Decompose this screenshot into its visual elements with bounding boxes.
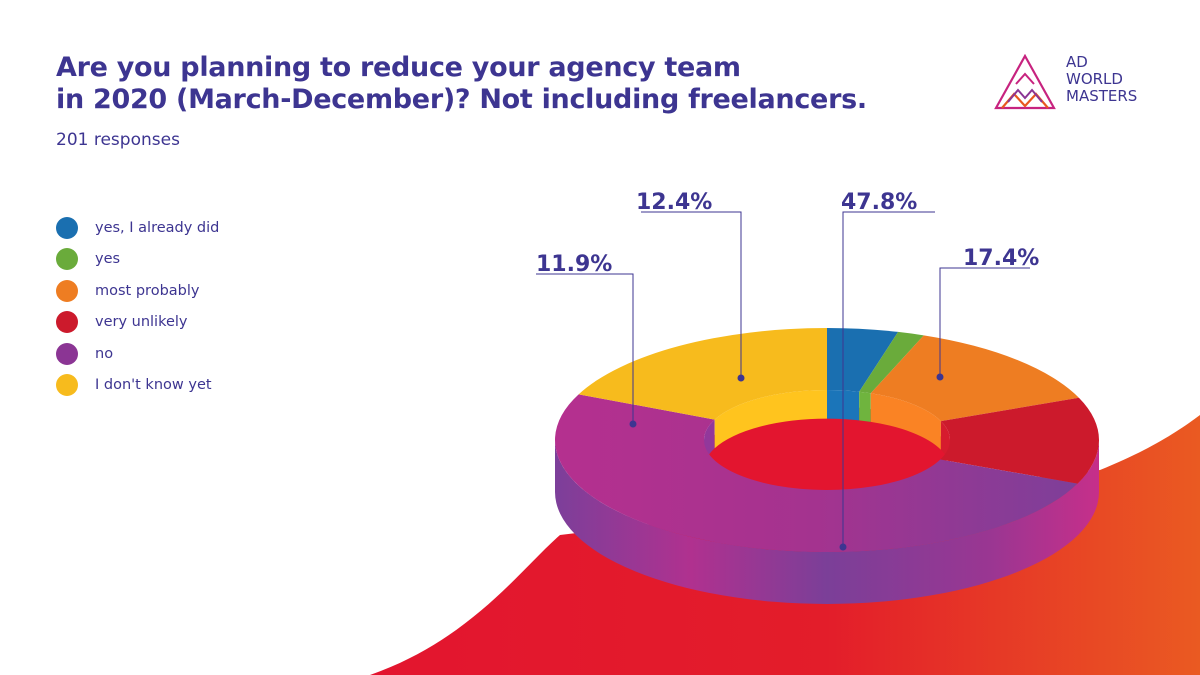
callout-leader	[939, 267, 1030, 377]
callout-most-probably: 12.4%	[636, 190, 745, 382]
legend-swatch	[56, 374, 78, 397]
title-line-1: Are you planning to reduce your agency t…	[56, 52, 741, 83]
legend-label: yes	[95, 251, 121, 268]
data-label-i-don-t-know-yet: 17.4%	[963, 246, 1039, 271]
slice-yes-i-already-did	[827, 328, 899, 392]
donut-inner-wall-yes	[859, 391, 871, 422]
legend-item-i-don-t-know-yet: I don't know yet	[56, 370, 219, 402]
legend-item-yes: yes	[56, 244, 219, 276]
legend-swatch	[56, 279, 78, 302]
callout-dot	[629, 420, 637, 428]
data-label-most-probably: 12.4%	[636, 190, 712, 215]
slice-most-probably	[870, 335, 1079, 422]
legend-item-yes-i-already-did: yes, I already did	[56, 212, 219, 244]
callout-dot	[737, 374, 745, 382]
callout-very-unlikely: 11.9%	[536, 252, 637, 428]
chart-callouts: 12.4% 11.9% 47.8% 17.4%	[536, 190, 1039, 551]
legend-item-most-probably: most probably	[56, 275, 219, 307]
callout-leader	[641, 211, 742, 378]
legend-label: no	[95, 345, 114, 362]
ad-world-masters-logo: AD WORLD MASTERS	[994, 52, 1154, 112]
legend-label: most probably	[95, 282, 200, 299]
legend-swatch	[56, 248, 78, 271]
legend-label: I don't know yet	[95, 377, 212, 394]
response-count: 201 responses	[56, 130, 180, 150]
callout-i-don-t-know-yet: 17.4%	[936, 246, 1039, 381]
legend-swatch	[56, 216, 78, 239]
legend-item-no: no	[56, 338, 219, 370]
chart-legend: yes, I already did yes most probably very u…	[56, 212, 219, 401]
donut-inner-wall-most-probably	[870, 393, 941, 450]
data-label-no: 47.8%	[841, 190, 917, 215]
logo-line-world: WORLD	[1066, 70, 1123, 88]
slice-yes	[859, 331, 924, 394]
slice-i-don-t-know-yet	[578, 328, 827, 420]
callout-leader	[842, 211, 935, 547]
donut-hole	[706, 406, 948, 498]
slice-no	[554, 394, 1078, 553]
donut-inner-wall-i-don-t-know-yet	[714, 390, 827, 449]
legend-label: yes, I already did	[95, 219, 220, 236]
callout-no: 47.8%	[839, 190, 935, 551]
title-line-2: in 2020 (March-December)? Not including …	[56, 84, 867, 115]
callout-leader	[536, 273, 634, 424]
callout-dot	[839, 543, 847, 551]
logo-line-masters: MASTERS	[1066, 87, 1138, 105]
legend-item-very-unlikely: very unlikely	[56, 307, 219, 339]
data-label-very-unlikely: 11.9%	[536, 252, 612, 277]
slice-very-unlikely	[940, 397, 1100, 484]
chart-title: Are you planning to reduce your agency t…	[56, 52, 936, 116]
legend-label: very unlikely	[95, 314, 188, 331]
callout-dot	[936, 373, 944, 381]
legend-swatch	[56, 311, 78, 334]
donut-chart	[554, 328, 1100, 604]
logo-line-ad: AD	[1066, 53, 1088, 71]
donut-outer-wall	[555, 440, 1099, 604]
legend-swatch	[56, 342, 78, 365]
mountain-logo-icon	[994, 54, 1056, 110]
